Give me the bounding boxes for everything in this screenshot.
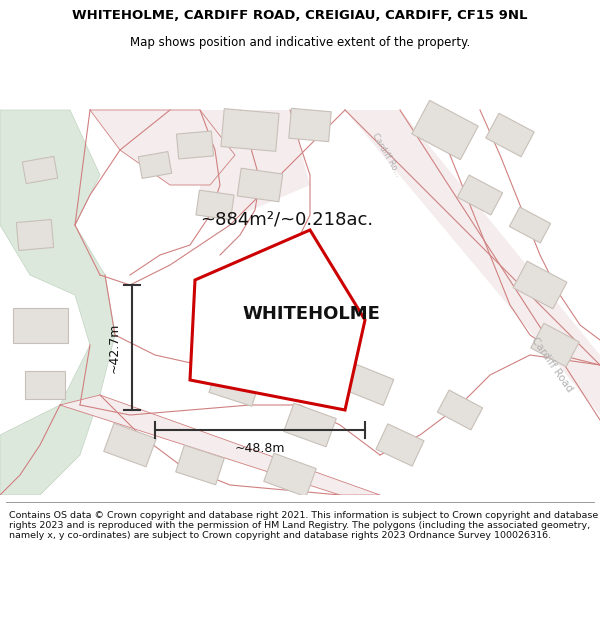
Polygon shape xyxy=(0,110,115,495)
Polygon shape xyxy=(176,445,224,485)
Polygon shape xyxy=(513,261,567,309)
Polygon shape xyxy=(190,230,365,410)
Polygon shape xyxy=(196,190,234,220)
Polygon shape xyxy=(209,364,261,406)
Polygon shape xyxy=(269,329,331,381)
Text: Cardiff Road: Cardiff Road xyxy=(529,336,575,394)
Polygon shape xyxy=(104,423,156,467)
Polygon shape xyxy=(457,175,503,215)
Text: Map shows position and indicative extent of the property.: Map shows position and indicative extent… xyxy=(130,36,470,49)
Polygon shape xyxy=(60,395,380,495)
Text: ~884m²/~0.218ac.: ~884m²/~0.218ac. xyxy=(200,211,373,229)
Text: ~42.7m: ~42.7m xyxy=(107,322,121,372)
Text: ~48.8m: ~48.8m xyxy=(235,441,285,454)
Polygon shape xyxy=(376,424,424,466)
Polygon shape xyxy=(90,110,235,185)
Text: WHITEHOLME, CARDIFF ROAD, CREIGIAU, CARDIFF, CF15 9NL: WHITEHOLME, CARDIFF ROAD, CREIGIAU, CARD… xyxy=(72,9,528,22)
Polygon shape xyxy=(200,110,310,215)
Polygon shape xyxy=(25,371,65,399)
Polygon shape xyxy=(509,207,551,243)
Polygon shape xyxy=(139,151,172,179)
Polygon shape xyxy=(289,108,331,142)
Text: WHITEHOLME: WHITEHOLME xyxy=(242,305,380,323)
Polygon shape xyxy=(237,168,283,202)
Polygon shape xyxy=(16,219,53,251)
Polygon shape xyxy=(437,390,482,430)
Polygon shape xyxy=(221,109,279,151)
Text: Cardiff Ro...: Cardiff Ro... xyxy=(370,131,403,179)
Polygon shape xyxy=(486,113,534,157)
Polygon shape xyxy=(345,110,600,415)
Polygon shape xyxy=(22,156,58,184)
Polygon shape xyxy=(284,403,336,447)
Text: Contains OS data © Crown copyright and database right 2021. This information is : Contains OS data © Crown copyright and d… xyxy=(9,511,598,541)
Polygon shape xyxy=(531,323,579,367)
Polygon shape xyxy=(13,308,67,342)
Polygon shape xyxy=(346,364,394,406)
Polygon shape xyxy=(176,131,214,159)
Polygon shape xyxy=(412,101,478,159)
Polygon shape xyxy=(264,453,316,497)
